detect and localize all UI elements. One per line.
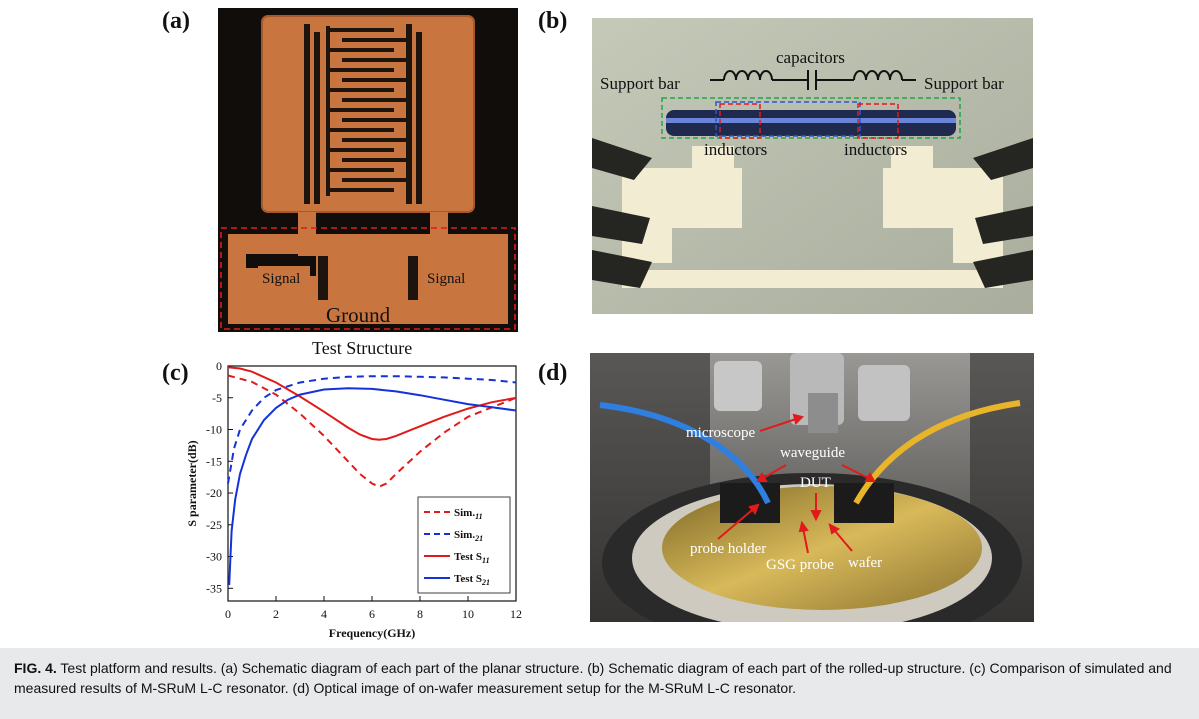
y-tick-label: -35 bbox=[206, 581, 222, 595]
x-tick-label: 6 bbox=[369, 607, 375, 621]
legend-entry: Test S21 bbox=[454, 573, 490, 587]
series-line bbox=[227, 374, 517, 488]
figure-caption-label: FIG. 4. bbox=[14, 660, 57, 676]
test-structure-caption: Test Structure bbox=[312, 338, 413, 358]
y-tick-label: -25 bbox=[206, 518, 222, 532]
gsg-probe-label: GSG probe bbox=[766, 557, 834, 573]
panel-label-a: (a) bbox=[162, 8, 190, 34]
ground-label: Ground bbox=[326, 303, 391, 327]
measurement-setup-image: microscope waveguide DUT probe holder GS… bbox=[590, 353, 1034, 622]
y-tick-label: -10 bbox=[206, 423, 222, 437]
x-tick-label: 2 bbox=[273, 607, 279, 621]
y-tick-label: -20 bbox=[206, 486, 222, 500]
panel-label-b: (b) bbox=[538, 8, 568, 34]
microscope-label: microscope bbox=[686, 425, 756, 441]
x-tick-label: 4 bbox=[321, 607, 327, 621]
inductors-right-label: inductors bbox=[844, 140, 908, 159]
dut-label: DUT bbox=[800, 475, 831, 491]
signal-left-label: Signal bbox=[262, 271, 301, 287]
x-tick-label: 12 bbox=[510, 607, 522, 621]
panel-label-d: (d) bbox=[538, 360, 568, 386]
capacitors-label: capacitors bbox=[776, 48, 845, 67]
x-axis-label: Frequency(GHz) bbox=[329, 626, 415, 640]
figure-caption-text: Test platform and results. (a) Schematic… bbox=[14, 660, 1172, 696]
y-tick-label: 0 bbox=[216, 359, 222, 373]
signal-right-label: Signal bbox=[427, 271, 466, 287]
s-parameter-chart: 0 2 4 6 8 10 12 0 -5 -10 -15 -20 -25 -30 -35 Frequency(… bbox=[185, 359, 522, 640]
legend-entry: Test S11 bbox=[454, 551, 490, 565]
x-tick-label: 0 bbox=[225, 607, 231, 621]
x-tick-label: 8 bbox=[417, 607, 423, 621]
series-line bbox=[227, 375, 517, 484]
support-bar-right-label: Support bar bbox=[924, 74, 1004, 93]
series-line bbox=[228, 387, 517, 586]
planar-structure-image: Signal Signal Ground bbox=[218, 8, 518, 332]
wafer-label: wafer bbox=[848, 555, 883, 571]
y-axis-label: S parameter(dB) bbox=[185, 440, 199, 526]
series-line bbox=[227, 366, 517, 441]
figure-caption: FIG. 4. Test platform and results. (a) S… bbox=[0, 648, 1199, 719]
y-tick-label: -5 bbox=[212, 391, 222, 405]
y-tick-label: -30 bbox=[206, 550, 222, 564]
panel-label-c: (c) bbox=[162, 360, 189, 386]
support-bar-left-label: Support bar bbox=[600, 74, 680, 93]
legend-entry: Sim.21 bbox=[454, 529, 483, 543]
inductors-left-label: inductors bbox=[704, 140, 768, 159]
legend-entry: Sim.11 bbox=[454, 507, 483, 521]
x-tick-label: 10 bbox=[462, 607, 474, 621]
rolled-structure-image: Support bar Support bar capacitors induc… bbox=[592, 18, 1033, 314]
y-tick-label: -15 bbox=[206, 454, 222, 468]
waveguide-label: waveguide bbox=[780, 445, 845, 461]
probe-holder-label: probe holder bbox=[690, 541, 767, 557]
